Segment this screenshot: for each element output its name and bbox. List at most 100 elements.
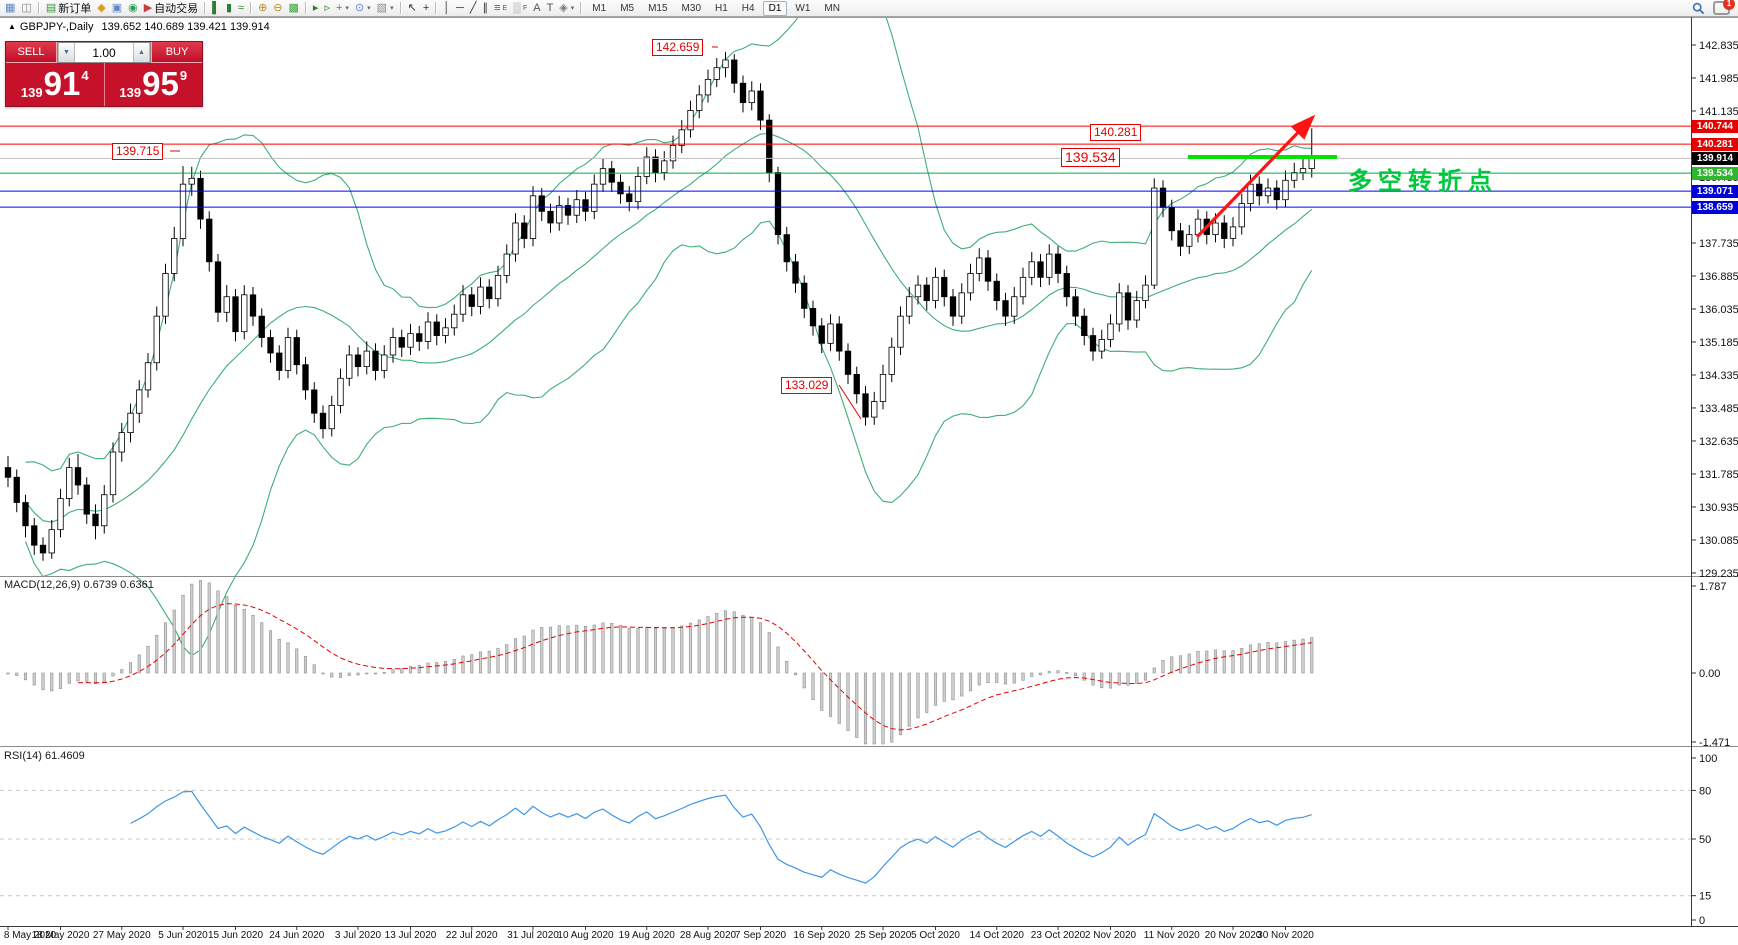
- line-chart-button[interactable]: ≈: [235, 1, 247, 15]
- volume-increase-button[interactable]: ▲: [133, 43, 150, 62]
- timeframe-m30-button[interactable]: M30: [681, 2, 701, 14]
- candle: [206, 218, 213, 263]
- label-button[interactable]: T: [544, 1, 557, 15]
- timeframe-h4-button[interactable]: H4: [741, 2, 755, 14]
- macd-bar: [855, 672, 859, 738]
- macd-bar: [933, 672, 938, 706]
- candle: [897, 315, 904, 348]
- macd-bar: [977, 672, 981, 686]
- date-label: 7 Sep 2020: [734, 930, 787, 941]
- macd-bar: [1178, 655, 1183, 674]
- macd-bar: [146, 645, 150, 674]
- trendline-button[interactable]: ╱: [467, 1, 480, 15]
- candle: [634, 176, 642, 203]
- notification-badge[interactable]: 1: [1723, 0, 1735, 10]
- macd-signal-line: [77, 603, 1312, 731]
- tile-windows-button[interactable]: ▩: [286, 1, 302, 15]
- auto-scroll-button[interactable]: ▸: [310, 1, 322, 15]
- candle: [1238, 203, 1245, 228]
- history-center-button[interactable]: ◆: [94, 1, 108, 15]
- price-annotation-140.281[interactable]: 140.281: [1090, 124, 1142, 141]
- macd-bar: [85, 672, 89, 683]
- macd-bar: [417, 665, 421, 674]
- zoom-in-button[interactable]: ⊕: [255, 1, 270, 15]
- new-order-button[interactable]: ▤ 新订单: [43, 1, 94, 15]
- macd-bar: [1301, 638, 1305, 674]
- axis-badge-139.534: 139.534: [1692, 166, 1738, 180]
- fibonacci-button[interactable]: ≡ E: [491, 1, 510, 15]
- price-annotation-133.029[interactable]: 133.029: [781, 377, 833, 394]
- text-button[interactable]: A: [530, 1, 543, 15]
- price-annotation-142.659[interactable]: 142.659: [652, 39, 704, 56]
- cursor-button[interactable]: ↖: [405, 1, 420, 15]
- volume-decrease-button[interactable]: ▼: [58, 43, 75, 62]
- candle: [249, 294, 257, 317]
- buy-price[interactable]: 139 95 9: [105, 63, 203, 106]
- macd-bar: [995, 672, 999, 683]
- price-annotation-139.534[interactable]: 139.534: [1061, 148, 1120, 167]
- candle: [424, 321, 432, 342]
- candle: [1299, 168, 1307, 173]
- timeframe-w1-button[interactable]: W1: [795, 2, 811, 14]
- candle: [101, 494, 108, 527]
- zoom-out-button[interactable]: ⊖: [270, 1, 285, 15]
- search-icon[interactable]: [1692, 2, 1705, 15]
- chart-shift-button[interactable]: ▹: [321, 1, 333, 15]
- crosshair-button[interactable]: +: [420, 1, 432, 15]
- volume-value[interactable]: 1.00: [92, 45, 116, 60]
- timeframe-mn-button[interactable]: MN: [824, 2, 840, 14]
- toolbar-separator: [580, 2, 583, 14]
- history-center-icon: ◆: [97, 2, 106, 14]
- candle: [1291, 172, 1298, 181]
- bar-chart-button[interactable]: ▌: [209, 1, 223, 15]
- periods-button[interactable]: ⊙ ▾: [352, 1, 374, 15]
- candle: [556, 205, 563, 224]
- templates-button[interactable]: ▧ ▾: [374, 1, 397, 15]
- profiles-button[interactable]: ◫: [18, 1, 34, 15]
- chart-canvas[interactable]: 142.835141.985141.135140.285139.435138.5…: [0, 17, 1738, 945]
- chart-note-text[interactable]: 多空转折点: [1348, 168, 1498, 195]
- grid-button[interactable]: ▒ F: [510, 1, 530, 15]
- collapse-icon[interactable]: ▲: [8, 22, 16, 31]
- candle: [232, 296, 239, 333]
- sell-price[interactable]: 139 91 4: [6, 63, 105, 106]
- candlestick-chart-button[interactable]: ▮: [223, 1, 235, 15]
- macd-bar: [942, 672, 946, 702]
- signals-button[interactable]: ◉: [125, 1, 141, 15]
- channel-button[interactable]: ∥: [480, 1, 492, 15]
- autotrading-button[interactable]: ▶ 自动交易: [141, 1, 201, 15]
- timeframe-h1-button[interactable]: H1: [715, 2, 728, 14]
- timeframe-m1-button[interactable]: M1: [592, 2, 607, 14]
- charts-window-button[interactable]: ▦: [2, 1, 18, 15]
- timeframe-m15-button[interactable]: M15: [648, 2, 668, 14]
- timeframe-m5-button[interactable]: M5: [620, 2, 635, 14]
- candle: [337, 377, 344, 406]
- chat-bubble-icon[interactable]: 1: [1713, 0, 1735, 15]
- date-label: 31 Jul 2020: [507, 930, 559, 941]
- macd-bar: [723, 610, 728, 674]
- horizontal-line-button[interactable]: ─: [453, 1, 467, 15]
- candle: [1151, 187, 1158, 286]
- buy-button[interactable]: BUY: [151, 42, 202, 63]
- vertical-line-button[interactable]: │: [440, 1, 453, 15]
- macd-bar: [1038, 672, 1043, 676]
- candle: [92, 513, 99, 527]
- macd-bar: [1056, 670, 1060, 674]
- candle: [993, 280, 1000, 302]
- toolbar-right-group: 1: [1692, 0, 1736, 15]
- candle: [293, 337, 300, 366]
- macd-tick-label: 1.787: [1699, 581, 1727, 593]
- timeframe-d1-button[interactable]: D1: [762, 0, 788, 16]
- candle: [923, 284, 930, 302]
- candlestick-chart-icon: ▮: [225, 2, 233, 14]
- macd-bar: [1231, 650, 1235, 674]
- dropdown-arrow-icon: ▾: [570, 5, 575, 12]
- macd-bar: [522, 635, 526, 674]
- metaeditor-button[interactable]: ▣: [109, 1, 125, 15]
- add-indicator-button[interactable]: + ▾: [333, 1, 352, 15]
- line-chart-icon: ≈: [238, 2, 245, 14]
- sell-button[interactable]: SELL: [6, 42, 57, 63]
- price-annotation-139.715[interactable]: 139.715: [112, 143, 164, 160]
- charts-window-icon: ▦: [5, 2, 16, 14]
- shapes-button[interactable]: ◈ ▾: [556, 1, 577, 15]
